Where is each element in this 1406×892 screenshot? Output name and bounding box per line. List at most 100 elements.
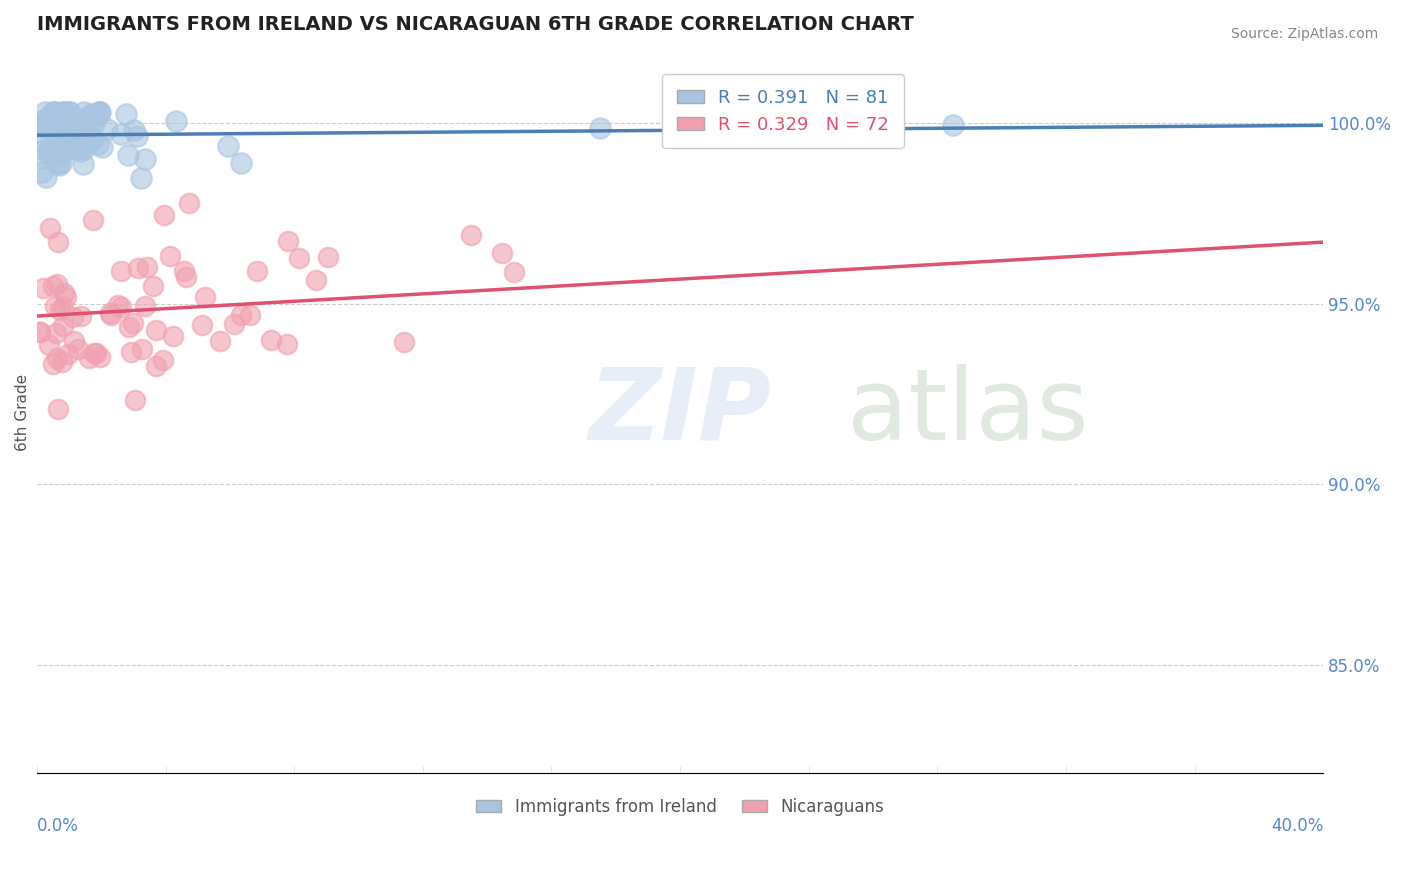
Nicaragua (98, 306, 121, 320)
Ireland (52, 105, 75, 120)
Nicaragua (52, 286, 75, 301)
Nicaragua (191, 318, 214, 332)
Ireland (49, 142, 72, 156)
Ireland (34, 105, 56, 120)
Ireland (73, 142, 96, 156)
Ireland (30, 151, 52, 165)
Text: 40.0%: 40.0% (1271, 816, 1323, 835)
Nicaragua (173, 264, 195, 278)
Ireland (73, 119, 96, 133)
Ireland (73, 136, 96, 151)
Nicaragua (460, 227, 482, 242)
Ireland (53, 105, 76, 120)
Nicaragua (136, 260, 159, 274)
Legend: Immigrants from Ireland, Nicaraguans: Immigrants from Ireland, Nicaraguans (470, 791, 890, 822)
Ireland (60, 128, 83, 143)
Nicaragua (82, 213, 104, 227)
Nicaragua (46, 277, 69, 291)
Nicaragua (159, 248, 181, 262)
Ireland (58, 128, 80, 143)
Nicaragua (55, 289, 77, 303)
Nicaragua (260, 333, 283, 347)
Ireland (37, 117, 59, 131)
Nicaragua (46, 235, 69, 249)
Ireland (231, 155, 253, 169)
Ireland (52, 140, 75, 154)
Ireland (53, 105, 76, 120)
Nicaragua (127, 260, 149, 275)
Nicaragua (222, 318, 245, 332)
Nicaragua (305, 273, 328, 287)
Nicaragua (39, 221, 62, 235)
Ireland (31, 118, 53, 132)
Ireland (80, 107, 103, 121)
Ireland (588, 121, 610, 136)
Nicaragua (52, 319, 75, 334)
Text: ZIP: ZIP (589, 364, 772, 460)
Ireland (87, 136, 110, 151)
Nicaragua (117, 319, 139, 334)
Ireland (83, 116, 105, 130)
Ireland (38, 145, 60, 160)
Nicaragua (46, 351, 69, 365)
Nicaragua (107, 298, 129, 312)
Nicaragua (52, 300, 75, 314)
Ireland (65, 130, 87, 145)
Ireland (66, 112, 89, 126)
Ireland (117, 147, 139, 161)
Ireland (122, 123, 145, 137)
Ireland (89, 105, 111, 120)
Ireland (46, 155, 69, 169)
Ireland (30, 113, 52, 128)
Nicaragua (89, 350, 111, 364)
Ireland (62, 142, 84, 156)
Ireland (48, 159, 70, 173)
Ireland (131, 171, 153, 186)
Nicaragua (44, 299, 66, 313)
Ireland (82, 109, 104, 123)
Ireland (44, 105, 66, 120)
Nicaragua (392, 334, 415, 349)
Nicaragua (276, 337, 298, 351)
Ireland (79, 134, 101, 148)
Nicaragua (231, 309, 253, 323)
Nicaragua (66, 343, 89, 357)
Nicaragua (153, 208, 176, 222)
Ireland (45, 120, 67, 135)
Ireland (69, 120, 91, 134)
Nicaragua (110, 264, 132, 278)
Ireland (42, 105, 65, 120)
Nicaragua (174, 269, 197, 284)
Ireland (59, 105, 82, 120)
Nicaragua (131, 342, 153, 356)
Nicaragua (238, 308, 260, 322)
Nicaragua (51, 355, 73, 369)
Nicaragua (30, 326, 52, 340)
Ireland (73, 105, 96, 120)
Nicaragua (145, 323, 167, 337)
Nicaragua (177, 196, 200, 211)
Ireland (69, 144, 91, 158)
Nicaragua (318, 251, 340, 265)
Ireland (87, 105, 110, 120)
Ireland (62, 120, 84, 134)
Ireland (127, 129, 149, 144)
Y-axis label: 6th Grade: 6th Grade (15, 374, 30, 450)
Nicaragua (246, 264, 269, 278)
Ireland (70, 118, 93, 132)
Nicaragua (48, 402, 70, 417)
Nicaragua (194, 290, 217, 304)
Ireland (31, 165, 53, 179)
Ireland (42, 147, 65, 161)
Ireland (46, 113, 69, 128)
Text: 0.0%: 0.0% (37, 816, 79, 835)
Nicaragua (124, 392, 146, 407)
Nicaragua (162, 329, 184, 343)
Ireland (942, 118, 965, 132)
Text: atlas: atlas (848, 364, 1088, 460)
Ireland (60, 131, 83, 145)
Nicaragua (62, 334, 84, 349)
Ireland (38, 109, 60, 123)
Ireland (35, 170, 58, 185)
Ireland (52, 128, 75, 143)
